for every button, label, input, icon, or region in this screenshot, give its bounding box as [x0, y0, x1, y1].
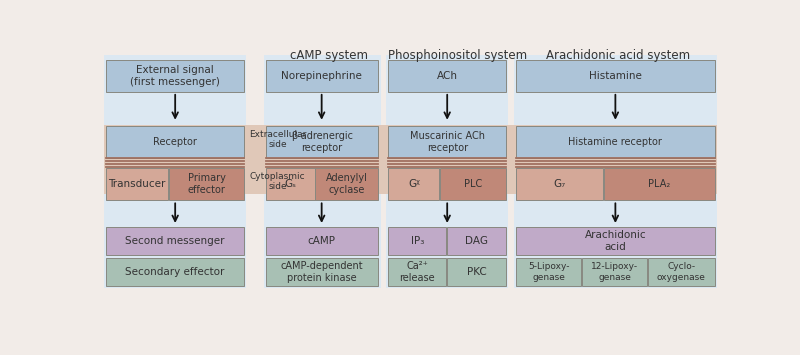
- Text: cAMP-dependent
protein kinase: cAMP-dependent protein kinase: [280, 261, 363, 283]
- Bar: [169, 168, 244, 201]
- Text: ACh: ACh: [437, 71, 458, 81]
- Text: Extracellular
side: Extracellular side: [250, 130, 307, 149]
- Text: Secondary effector: Secondary effector: [126, 267, 225, 277]
- Bar: [582, 258, 647, 286]
- Bar: [516, 60, 714, 92]
- Text: Second messenger: Second messenger: [126, 236, 225, 246]
- Bar: [106, 60, 244, 92]
- Bar: [266, 126, 378, 158]
- Bar: [386, 55, 509, 288]
- Bar: [266, 60, 378, 92]
- Text: IP₃: IP₃: [410, 236, 424, 246]
- Text: Primary
effector: Primary effector: [188, 174, 226, 195]
- Bar: [516, 168, 603, 201]
- Text: Cytoplasmic
side: Cytoplasmic side: [250, 171, 306, 191]
- Bar: [315, 168, 378, 201]
- Bar: [447, 228, 506, 255]
- Bar: [514, 55, 717, 288]
- Bar: [388, 168, 439, 201]
- Text: Transducer: Transducer: [109, 179, 166, 189]
- Text: Muscarinic ACh
receptor: Muscarinic ACh receptor: [410, 131, 485, 153]
- Bar: [266, 228, 378, 255]
- Bar: [388, 126, 506, 158]
- Text: Norepinephrine: Norepinephrine: [282, 71, 362, 81]
- Bar: [106, 258, 244, 286]
- Text: 5-Lipoxy-
genase: 5-Lipoxy- genase: [528, 262, 570, 282]
- Text: Histamine receptor: Histamine receptor: [569, 137, 662, 147]
- Bar: [604, 168, 714, 201]
- Bar: [388, 60, 506, 92]
- Text: Histamine: Histamine: [589, 71, 642, 81]
- Text: External signal
(first messenger): External signal (first messenger): [130, 65, 220, 87]
- Bar: [648, 258, 714, 286]
- Bar: [516, 228, 714, 255]
- Text: Arachidonic
acid: Arachidonic acid: [585, 230, 646, 252]
- Text: Arachidonic acid system: Arachidonic acid system: [546, 49, 690, 62]
- Text: Adenylyl
cyclase: Adenylyl cyclase: [326, 174, 368, 195]
- Bar: [516, 258, 582, 286]
- Text: PKC: PKC: [466, 267, 486, 277]
- Text: β-adrenergic
receptor: β-adrenergic receptor: [290, 131, 353, 153]
- Text: Cyclo-
oxygenase: Cyclo- oxygenase: [657, 262, 706, 282]
- Text: Ca²⁺
release: Ca²⁺ release: [399, 261, 435, 283]
- Bar: [516, 126, 714, 158]
- Text: Gᵡ: Gᵡ: [408, 179, 420, 189]
- Text: Gₛ: Gₛ: [284, 179, 296, 189]
- Bar: [388, 258, 446, 286]
- Bar: [104, 55, 246, 288]
- Text: Phosphoinositol system: Phosphoinositol system: [389, 49, 528, 62]
- Text: Receptor: Receptor: [154, 137, 197, 147]
- Bar: [263, 55, 381, 288]
- Text: PLA₂: PLA₂: [648, 179, 670, 189]
- Bar: [266, 168, 314, 201]
- Bar: [106, 126, 244, 158]
- Text: cAMP: cAMP: [308, 236, 336, 246]
- Text: DAG: DAG: [465, 236, 488, 246]
- Bar: [440, 168, 506, 201]
- Bar: [447, 258, 506, 286]
- Text: G₇: G₇: [554, 179, 566, 189]
- Text: PLC: PLC: [464, 179, 482, 189]
- Text: cAMP system: cAMP system: [290, 49, 368, 62]
- Bar: [106, 228, 244, 255]
- Text: 12-Lipoxy-
genase: 12-Lipoxy- genase: [591, 262, 638, 282]
- Bar: [106, 168, 168, 201]
- Bar: [266, 258, 378, 286]
- Bar: [388, 228, 446, 255]
- Bar: [104, 125, 717, 194]
